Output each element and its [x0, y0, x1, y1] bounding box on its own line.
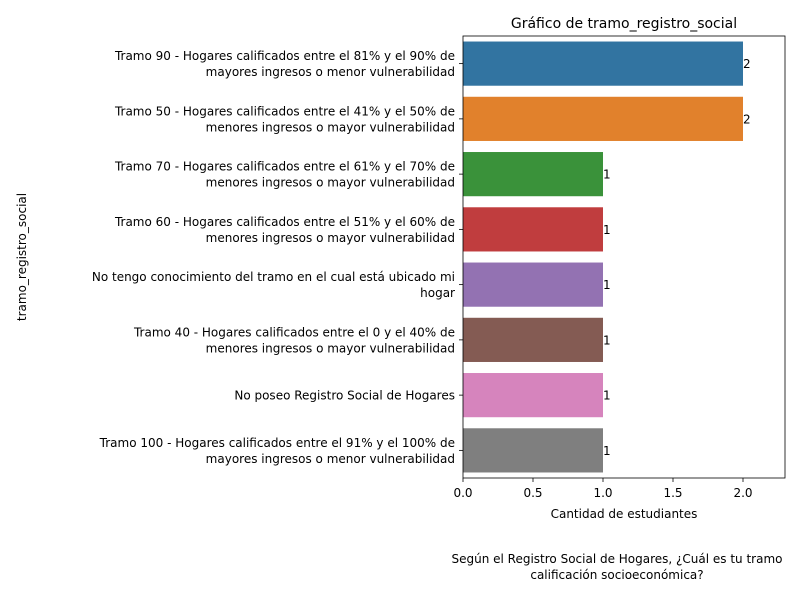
y-tick-label: Tramo 60 - Hogares calificados entre el … [114, 215, 455, 229]
y-tick-label: mayores ingresos o menor vulnerabilidad [206, 65, 455, 79]
y-tick-label: hogar [420, 286, 455, 300]
plot-frame [462, 35, 786, 479]
bar-value-label: 2 [743, 112, 751, 126]
y-axis-label: tramo_registro_social [15, 193, 29, 321]
bar-value-label: 2 [743, 57, 751, 71]
bar-value-label: 1 [603, 278, 611, 292]
bars-group [463, 41, 743, 473]
x-tick-label: 0.5 [523, 486, 542, 500]
y-tick-label: Tramo 40 - Hogares calificados entre el … [133, 325, 455, 339]
y-tick-label: Tramo 90 - Hogares calificados entre el … [114, 49, 455, 63]
caption-line: calificación socioeconómica? [530, 568, 703, 582]
bar-value-label: 1 [603, 389, 611, 403]
x-axis-label: Cantidad de estudiantes [551, 507, 698, 521]
bar [463, 373, 603, 418]
x-axis-ticks: 0.0 0.5 1.0 1.5 2.0 [453, 478, 753, 500]
y-tick-label: mayores ingresos o menor vulnerabilidad [206, 452, 455, 466]
y-tick-label: Tramo 100 - Hogares calificados entre el… [99, 436, 455, 450]
x-tick-label: 0.0 [453, 486, 472, 500]
y-tick-label: No poseo Registro Social de Hogares [234, 389, 455, 403]
data-labels-group: 2 2 1 1 1 1 1 1 [603, 57, 751, 458]
caption-line: Según el Registro Social de Hogares, ¿Cu… [451, 552, 782, 566]
y-tick-label: menores ingresos o mayor vulnerabilidad [206, 341, 455, 355]
bar-value-label: 1 [603, 333, 611, 347]
bar [463, 152, 603, 197]
bar [463, 41, 743, 86]
y-tick-label: menores ingresos o mayor vulnerabilidad [206, 120, 455, 134]
y-axis-ticks: Tramo 90 - Hogares calificados entre el … [92, 49, 463, 466]
chart-caption: Según el Registro Social de Hogares, ¿Cu… [451, 552, 782, 582]
x-tick-label: 2.0 [733, 486, 752, 500]
chart-title: Gráfico de tramo_registro_social [511, 16, 737, 32]
bar-value-label: 1 [603, 444, 611, 458]
y-tick-label: menores ingresos o mayor vulnerabilidad [206, 231, 455, 245]
bar [463, 428, 603, 473]
bar-value-label: 1 [603, 168, 611, 182]
x-tick-label: 1.0 [593, 486, 612, 500]
y-tick-label: menores ingresos o mayor vulnerabilidad [206, 176, 455, 190]
y-tick-label: No tengo conocimiento del tramo en el cu… [92, 270, 455, 284]
bar-value-label: 1 [603, 223, 611, 237]
bar [463, 207, 603, 252]
y-tick-label: Tramo 50 - Hogares calificados entre el … [114, 104, 455, 118]
x-tick-label: 1.5 [663, 486, 682, 500]
bar [463, 317, 603, 362]
y-tick-label: Tramo 70 - Hogares calificados entre el … [114, 160, 455, 174]
bar [463, 262, 603, 307]
bar [463, 96, 743, 141]
